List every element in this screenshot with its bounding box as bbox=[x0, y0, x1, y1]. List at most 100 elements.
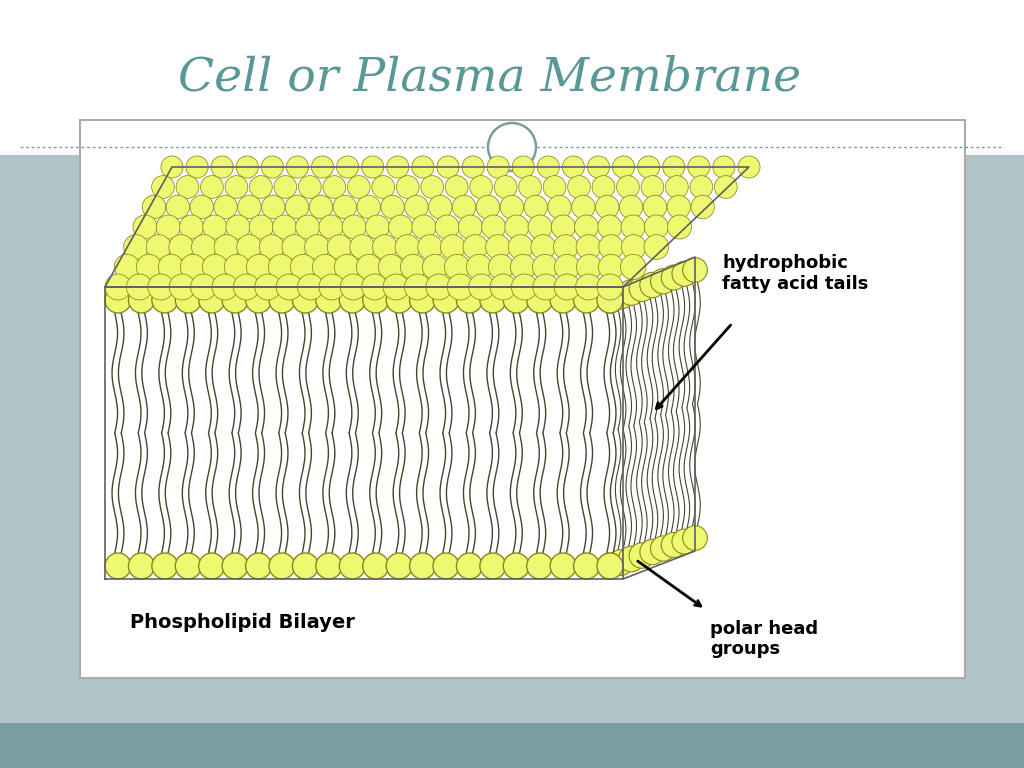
Circle shape bbox=[503, 553, 529, 579]
Circle shape bbox=[503, 287, 529, 313]
Circle shape bbox=[480, 553, 506, 579]
Circle shape bbox=[644, 215, 669, 239]
Circle shape bbox=[650, 269, 676, 294]
Circle shape bbox=[487, 156, 509, 178]
Circle shape bbox=[328, 235, 352, 260]
Circle shape bbox=[357, 195, 380, 219]
Circle shape bbox=[214, 235, 239, 260]
Circle shape bbox=[713, 156, 735, 178]
Circle shape bbox=[269, 553, 295, 579]
Circle shape bbox=[644, 235, 669, 260]
Circle shape bbox=[688, 156, 710, 178]
Circle shape bbox=[342, 215, 367, 239]
Circle shape bbox=[136, 254, 162, 280]
Circle shape bbox=[437, 156, 459, 178]
Circle shape bbox=[588, 156, 609, 178]
Circle shape bbox=[550, 553, 577, 579]
Circle shape bbox=[418, 235, 442, 260]
Circle shape bbox=[447, 274, 473, 300]
Circle shape bbox=[453, 195, 476, 219]
Circle shape bbox=[738, 156, 760, 178]
Circle shape bbox=[272, 215, 297, 239]
Circle shape bbox=[169, 274, 196, 300]
Circle shape bbox=[662, 532, 686, 558]
Circle shape bbox=[161, 156, 183, 178]
Circle shape bbox=[201, 176, 223, 198]
Circle shape bbox=[573, 553, 600, 579]
Circle shape bbox=[480, 287, 506, 313]
Circle shape bbox=[622, 235, 646, 260]
Circle shape bbox=[551, 215, 575, 239]
Circle shape bbox=[274, 176, 297, 198]
Circle shape bbox=[323, 176, 346, 198]
Circle shape bbox=[528, 215, 552, 239]
Circle shape bbox=[186, 156, 208, 178]
Circle shape bbox=[543, 176, 566, 198]
Circle shape bbox=[433, 287, 459, 313]
Circle shape bbox=[381, 195, 404, 219]
Circle shape bbox=[571, 195, 595, 219]
Circle shape bbox=[224, 254, 250, 280]
Circle shape bbox=[152, 176, 174, 198]
Circle shape bbox=[505, 215, 528, 239]
Circle shape bbox=[293, 553, 318, 579]
Circle shape bbox=[421, 176, 443, 198]
Circle shape bbox=[526, 287, 553, 313]
Circle shape bbox=[379, 254, 403, 280]
Circle shape bbox=[298, 274, 324, 300]
Circle shape bbox=[246, 287, 271, 313]
Circle shape bbox=[190, 274, 216, 300]
Circle shape bbox=[508, 235, 532, 260]
Circle shape bbox=[237, 235, 261, 260]
Circle shape bbox=[276, 274, 302, 300]
Circle shape bbox=[298, 176, 322, 198]
Circle shape bbox=[387, 156, 409, 178]
Circle shape bbox=[304, 235, 330, 260]
Circle shape bbox=[126, 274, 153, 300]
Circle shape bbox=[512, 156, 535, 178]
Circle shape bbox=[386, 553, 412, 579]
Circle shape bbox=[128, 553, 155, 579]
Circle shape bbox=[607, 283, 634, 310]
Circle shape bbox=[373, 235, 397, 260]
Circle shape bbox=[128, 287, 155, 313]
Circle shape bbox=[203, 254, 227, 280]
Circle shape bbox=[404, 195, 428, 219]
Circle shape bbox=[412, 215, 436, 239]
Circle shape bbox=[312, 254, 338, 280]
Circle shape bbox=[233, 274, 259, 300]
Circle shape bbox=[147, 274, 174, 300]
Circle shape bbox=[668, 215, 691, 239]
Circle shape bbox=[286, 195, 309, 219]
Circle shape bbox=[538, 156, 559, 178]
Circle shape bbox=[597, 553, 623, 579]
Circle shape bbox=[554, 235, 579, 260]
Circle shape bbox=[249, 215, 273, 239]
Circle shape bbox=[526, 553, 553, 579]
Circle shape bbox=[476, 195, 500, 219]
Circle shape bbox=[597, 274, 623, 300]
Circle shape bbox=[440, 235, 465, 260]
Circle shape bbox=[339, 287, 366, 313]
Circle shape bbox=[395, 235, 420, 260]
Circle shape bbox=[575, 274, 602, 300]
Circle shape bbox=[444, 254, 470, 280]
Circle shape bbox=[435, 215, 459, 239]
Circle shape bbox=[142, 195, 166, 219]
Circle shape bbox=[640, 273, 666, 298]
Circle shape bbox=[457, 287, 482, 313]
Circle shape bbox=[166, 195, 189, 219]
Circle shape bbox=[445, 176, 468, 198]
Circle shape bbox=[362, 287, 389, 313]
Circle shape bbox=[356, 254, 382, 280]
Circle shape bbox=[485, 235, 510, 260]
Circle shape bbox=[361, 274, 388, 300]
Circle shape bbox=[361, 156, 384, 178]
Circle shape bbox=[410, 287, 435, 313]
Circle shape bbox=[618, 546, 644, 572]
Circle shape bbox=[191, 235, 216, 260]
Circle shape bbox=[490, 274, 516, 300]
Circle shape bbox=[214, 195, 238, 219]
Circle shape bbox=[335, 254, 359, 280]
Circle shape bbox=[597, 287, 623, 313]
